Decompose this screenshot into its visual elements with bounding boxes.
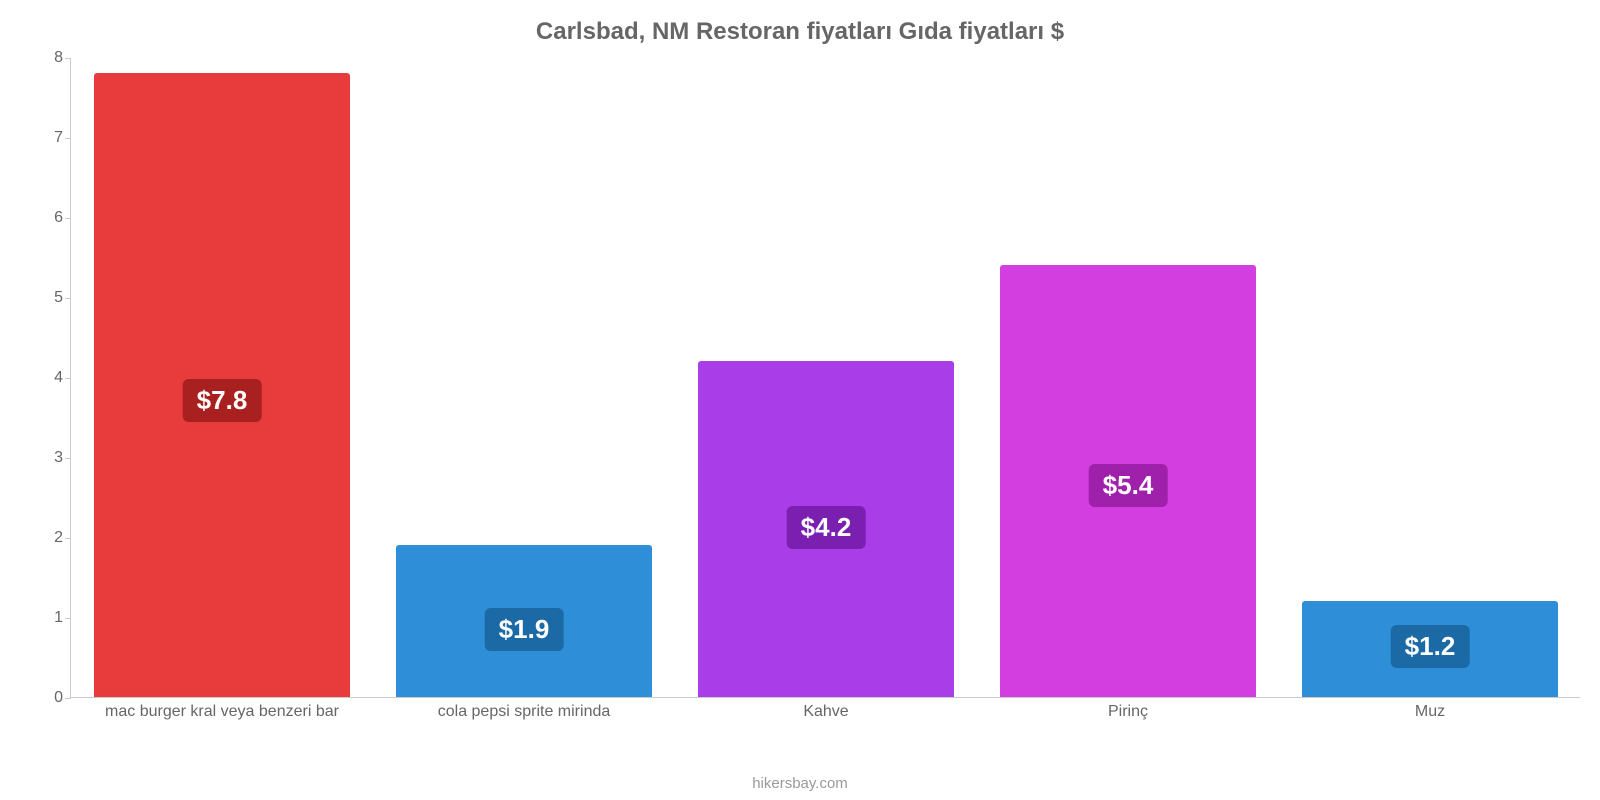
y-tick [65, 58, 71, 59]
footer-credit: hikersbay.com [752, 775, 848, 792]
bar: $5.4 [1000, 265, 1257, 697]
value-badge: $1.2 [1391, 625, 1470, 668]
x-axis-label: Muz [1415, 703, 1445, 721]
y-tick [65, 298, 71, 299]
x-axis-label: Pirinç [1108, 703, 1148, 721]
value-badge: $7.8 [183, 379, 262, 422]
y-axis-label: 8 [41, 49, 63, 67]
value-badge: $4.2 [787, 506, 866, 549]
y-axis-label: 3 [41, 449, 63, 467]
bar: $1.2 [1302, 601, 1559, 697]
y-axis-label: 5 [41, 289, 63, 307]
y-tick [65, 458, 71, 459]
y-tick [65, 618, 71, 619]
y-tick [65, 218, 71, 219]
y-tick [65, 698, 71, 699]
y-tick [65, 538, 71, 539]
bar: $7.8 [94, 73, 351, 697]
plot-area: 012345678$7.8mac burger kral veya benzer… [70, 58, 1580, 698]
y-axis-label: 1 [41, 609, 63, 627]
y-axis-label: 2 [41, 529, 63, 547]
y-tick [65, 378, 71, 379]
bar: $1.9 [396, 545, 653, 697]
y-axis-label: 4 [41, 369, 63, 387]
bar: $4.2 [698, 361, 955, 697]
x-axis-label: mac burger kral veya benzeri bar [105, 703, 339, 721]
chart-area: 012345678$7.8mac burger kral veya benzer… [40, 58, 1580, 718]
x-axis-label: Kahve [803, 703, 848, 721]
y-axis-label: 7 [41, 129, 63, 147]
x-axis-label: cola pepsi sprite mirinda [438, 703, 611, 721]
y-axis-label: 6 [41, 209, 63, 227]
chart-title: Carlsbad, NM Restoran fiyatları Gıda fiy… [0, 0, 1600, 56]
value-badge: $1.9 [485, 608, 564, 651]
y-axis-label: 0 [41, 689, 63, 707]
value-badge: $5.4 [1089, 464, 1168, 507]
y-tick [65, 138, 71, 139]
